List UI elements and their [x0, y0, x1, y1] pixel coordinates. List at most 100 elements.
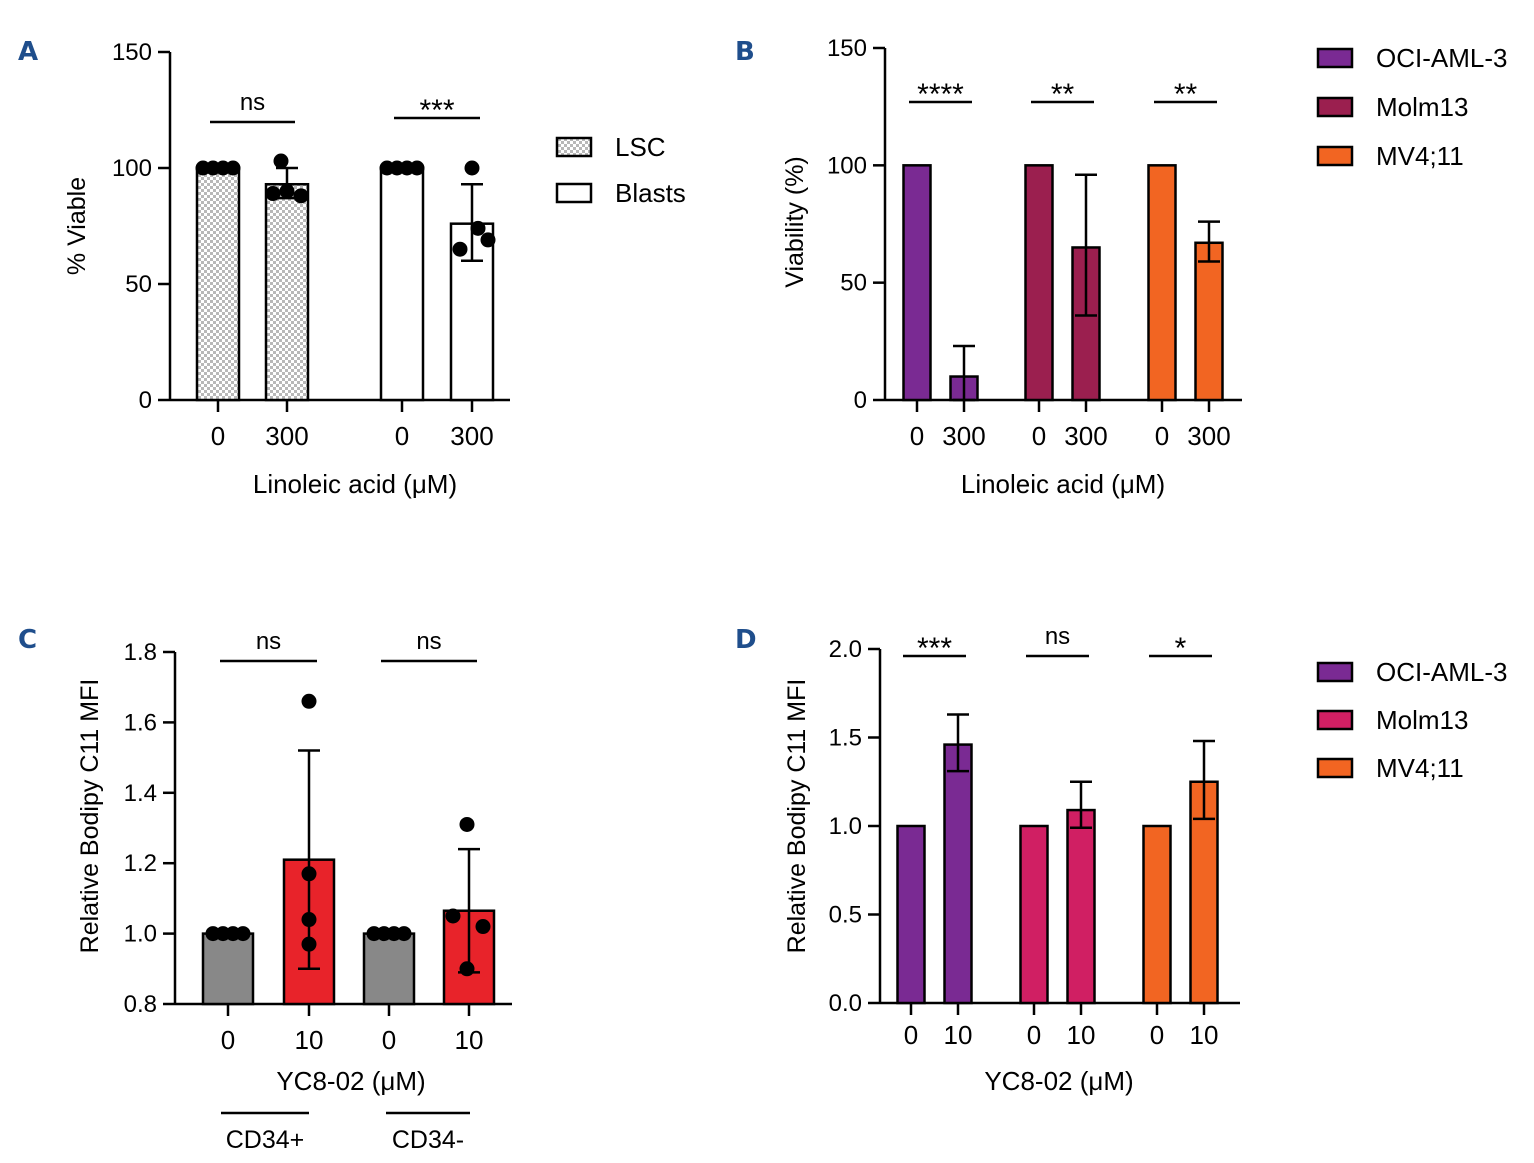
- y-tick-label: 100: [827, 152, 867, 179]
- y-tick-label: 2.0: [829, 636, 862, 663]
- panel-b: B 0 50 100 150 Viability (%) Linoleic acid (μM…: [735, 35, 1507, 499]
- data-point: [301, 936, 317, 952]
- legend-swatch: [1316, 47, 1354, 69]
- data-point: [475, 919, 491, 935]
- data-point: [409, 160, 425, 176]
- data-point: [470, 220, 486, 236]
- legend-swatch: [1316, 661, 1354, 683]
- y-tick-label: 1.5: [829, 725, 862, 752]
- panel-letter: B: [735, 37, 755, 67]
- significance-label: *: [1175, 632, 1187, 665]
- x-tick-label: 0: [1027, 1020, 1041, 1050]
- x-axis-label: YC8-02 (μM): [984, 1066, 1133, 1096]
- x-tick-label: 300: [942, 421, 985, 451]
- x-tick-label: 10: [944, 1020, 973, 1050]
- group-label: CD34-: [392, 1126, 464, 1154]
- panel-a: A 0 50 100 150 % Viable Linoleic acid (μM) 0 300…: [18, 37, 686, 499]
- y-axis-label: Relative Bodipy C11 MFI: [76, 679, 104, 954]
- data-point: [235, 926, 251, 942]
- x-tick-label: 300: [1064, 421, 1107, 451]
- legend-swatch: [555, 182, 593, 204]
- x-tick-label: 300: [450, 421, 493, 451]
- data-point: [293, 188, 309, 204]
- data-point: [459, 961, 475, 977]
- bar: [1194, 241, 1224, 402]
- panel-c: C 0.8 1.0 1.2 1.4 1.6 1.8 Relative Bodipy C11 M…: [18, 625, 512, 1154]
- bar: [896, 824, 926, 1005]
- x-tick-label: 10: [455, 1025, 484, 1055]
- y-axis-label: Viability (%): [781, 156, 809, 288]
- legend-label: OCI-AML-3: [1376, 43, 1507, 73]
- data-point: [301, 866, 317, 882]
- y-tick-label: 150: [827, 35, 867, 62]
- y-tick-label: 0: [139, 387, 152, 414]
- data-point: [396, 926, 412, 942]
- legend-swatch: [1316, 757, 1354, 779]
- y-tick-label: 100: [112, 155, 152, 182]
- y-tick-label: 1.8: [124, 639, 157, 666]
- x-tick-label: 10: [1190, 1020, 1219, 1050]
- data-point: [459, 816, 475, 832]
- significance-label: ns: [256, 628, 281, 655]
- y-tick-label: 50: [840, 270, 867, 297]
- data-point: [445, 908, 461, 924]
- legend-label: Blasts: [615, 178, 686, 208]
- y-axis-label: Relative Bodipy C11 MFI: [783, 679, 811, 954]
- x-tick-label: 0: [211, 421, 225, 451]
- panel-d: D 0.0 0.5 1.0 1.5 2.0 Relative Bodipy C11 MFI Y…: [735, 623, 1507, 1096]
- x-tick-label: 0: [382, 1025, 396, 1055]
- x-tick-label: 0: [1155, 421, 1169, 451]
- y-axis-label: % Viable: [63, 177, 91, 275]
- legend-swatch: [555, 136, 593, 158]
- x-tick-label: 300: [1187, 421, 1230, 451]
- bar: [195, 166, 241, 402]
- data-point: [265, 186, 281, 202]
- y-tick-label: 1.0: [124, 921, 157, 948]
- significance-label: ns: [240, 89, 265, 116]
- group-label: CD34+: [226, 1126, 305, 1154]
- panel-letter: D: [735, 625, 757, 655]
- bar: [943, 743, 973, 1005]
- x-tick-label: 0: [395, 421, 409, 451]
- data-point: [452, 241, 468, 257]
- x-tick-label: 0: [1150, 1020, 1164, 1050]
- x-tick-label: 10: [1067, 1020, 1096, 1050]
- bar: [201, 932, 255, 1006]
- legend-label: Molm13: [1376, 705, 1468, 735]
- y-tick-label: 0.5: [829, 902, 862, 929]
- legend-label: OCI-AML-3: [1376, 657, 1507, 687]
- bar: [362, 932, 416, 1006]
- legend-label: MV4;11: [1376, 141, 1464, 171]
- significance-label: ns: [1045, 623, 1070, 650]
- y-tick-label: 0: [854, 387, 867, 414]
- legend-swatch: [1316, 709, 1354, 731]
- y-tick-label: 1.4: [124, 780, 157, 807]
- x-tick-label: 300: [265, 421, 308, 451]
- y-tick-label: 150: [112, 39, 152, 66]
- bar: [1024, 164, 1054, 402]
- significance-label: ***: [419, 94, 454, 127]
- data-point: [279, 183, 295, 199]
- y-tick-label: 1.2: [124, 850, 157, 877]
- data-point: [464, 160, 480, 176]
- data-point: [301, 912, 317, 928]
- bar: [902, 164, 932, 402]
- significance-label: **: [1051, 78, 1075, 111]
- legend-label: Molm13: [1376, 92, 1468, 122]
- y-tick-label: 1.0: [829, 813, 862, 840]
- significance-label: **: [1174, 78, 1198, 111]
- data-point: [480, 232, 496, 248]
- y-tick-label: 50: [125, 271, 152, 298]
- bar: [264, 182, 310, 402]
- panel-letter: C: [18, 625, 37, 655]
- x-axis-label: YC8-02 (μM): [276, 1066, 425, 1096]
- bar: [1066, 808, 1096, 1005]
- data-point: [301, 693, 317, 709]
- significance-label: ns: [416, 628, 441, 655]
- significance-label: ****: [917, 78, 964, 111]
- x-tick-label: 0: [221, 1025, 235, 1055]
- data-point: [273, 153, 289, 169]
- x-axis-label: Linoleic acid (μM): [961, 469, 1165, 499]
- legend-swatch: [1316, 96, 1354, 118]
